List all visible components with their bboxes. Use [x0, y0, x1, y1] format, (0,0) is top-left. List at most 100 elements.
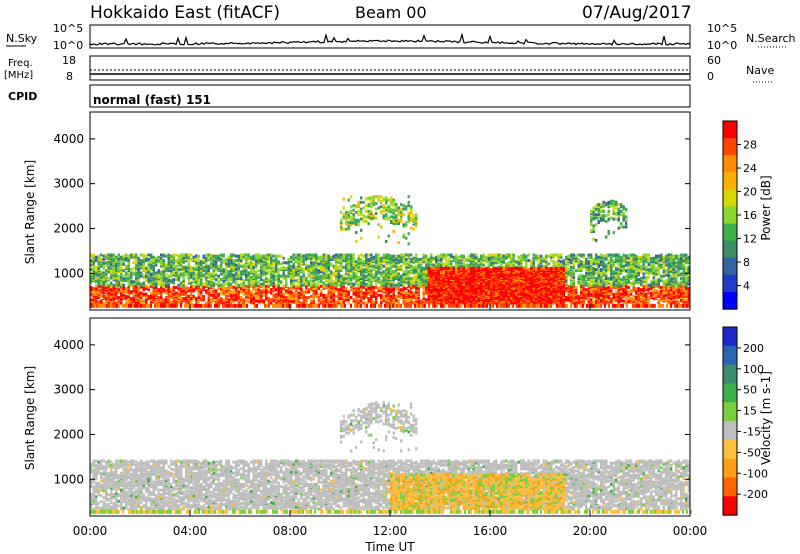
heatmap-cell	[465, 263, 468, 267]
heatmap-cell	[312, 261, 315, 265]
heatmap-cell	[245, 288, 248, 292]
heatmap-cell	[295, 289, 298, 293]
heatmap-cell	[190, 281, 193, 285]
heatmap-cell	[215, 298, 218, 302]
heatmap-cell	[192, 288, 195, 292]
heatmap-cell	[142, 273, 145, 277]
heatmap-cell	[540, 254, 543, 258]
heatmap-cell	[150, 296, 153, 299]
heatmap-cell	[302, 257, 305, 261]
heatmap-cell	[620, 299, 623, 303]
heatmap-cell	[372, 268, 375, 271]
heatmap-cell	[122, 277, 125, 280]
heatmap-cell	[595, 301, 598, 305]
heatmap-cell	[235, 268, 238, 271]
heatmap-cell	[182, 253, 185, 257]
heatmap-cell	[352, 282, 355, 286]
heatmap-cell	[595, 287, 598, 291]
heatmap-cell	[332, 285, 335, 289]
heatmap-cell	[132, 289, 135, 293]
heatmap-cell	[160, 296, 163, 299]
heatmap-cell	[202, 298, 205, 302]
heatmap-cell	[257, 292, 260, 296]
heatmap-cell	[382, 289, 385, 293]
heatmap-cell	[547, 262, 550, 266]
heatmap-cell	[332, 297, 335, 301]
heatmap-cell	[335, 272, 338, 276]
heatmap-cell	[262, 287, 265, 291]
heatmap-cell	[337, 269, 340, 273]
heatmap-cell	[580, 284, 583, 288]
heatmap-cell	[102, 254, 105, 258]
heatmap-cell	[222, 291, 225, 295]
heatmap-cell	[370, 278, 373, 282]
heatmap-cell	[247, 288, 250, 292]
heatmap-cell	[285, 289, 288, 293]
heatmap-cell	[507, 261, 510, 265]
heatmap-cell	[197, 270, 200, 274]
heatmap-cell	[332, 254, 335, 258]
heatmap-cell	[182, 273, 185, 277]
heatmap-cell	[167, 268, 170, 271]
heatmap-cell	[660, 293, 663, 297]
heatmap-cell	[142, 259, 145, 263]
heatmap-cell	[247, 253, 250, 257]
heatmap-cell	[215, 263, 218, 267]
heatmap-cell	[347, 292, 350, 296]
heatmap-cell	[177, 254, 180, 258]
heatmap-cell	[262, 289, 265, 293]
heatmap-cell	[170, 279, 173, 283]
heatmap-cell	[227, 298, 230, 302]
heatmap-cell	[307, 288, 310, 292]
heatmap-cell	[307, 290, 310, 294]
heatmap-cell	[367, 289, 370, 293]
cpid-text: normal (fast) 151	[93, 93, 211, 107]
heatmap-cell	[415, 299, 418, 303]
heatmap-cell	[622, 291, 625, 295]
heatmap-cell	[205, 265, 208, 269]
heatmap-cell	[682, 298, 685, 302]
heatmap-cell	[102, 288, 105, 292]
heatmap-cell	[305, 300, 308, 304]
heatmap-cell	[282, 261, 285, 265]
heatmap-cell	[165, 283, 168, 287]
heatmap-cell	[280, 274, 283, 278]
heatmap-cell	[642, 289, 645, 293]
heatmap-cell	[225, 262, 228, 266]
heatmap-cell	[380, 265, 383, 269]
heatmap-cell	[117, 257, 120, 261]
heatmap-cell	[132, 271, 135, 275]
heatmap-cell	[340, 274, 343, 278]
heatmap-cell	[137, 281, 140, 285]
nsky-tick-bottom: 10^0	[53, 39, 83, 52]
heatmap-cell	[267, 290, 270, 294]
heatmap-cell	[307, 264, 310, 268]
heatmap-cell	[225, 269, 228, 273]
heatmap-cell	[100, 299, 103, 303]
heatmap-cell	[660, 297, 663, 301]
heatmap-cell	[435, 255, 438, 259]
heatmap-cell	[312, 299, 315, 303]
heatmap-cell	[232, 291, 235, 295]
heatmap-cell	[297, 291, 300, 295]
heatmap-cell	[250, 284, 253, 288]
heatmap-cell	[227, 255, 230, 259]
heatmap-cell	[297, 298, 300, 302]
heatmap-cell	[347, 298, 350, 302]
heatmap-cell	[135, 271, 138, 275]
heatmap-cell	[450, 253, 453, 257]
heatmap-cell	[640, 293, 643, 297]
heatmap-cell	[310, 294, 313, 298]
heatmap-cell	[162, 259, 165, 263]
heatmap-cell	[257, 299, 260, 303]
heatmap-cell	[317, 269, 320, 273]
heatmap-cell	[90, 272, 93, 276]
heatmap-cell	[172, 278, 175, 282]
heatmap-cell	[217, 269, 220, 273]
heatmap-cell	[267, 262, 270, 266]
heatmap-cell	[220, 297, 223, 301]
heatmap-cell	[157, 296, 160, 299]
heatmap-cell	[100, 284, 103, 288]
heatmap-cell	[295, 253, 298, 257]
heatmap-cell	[105, 297, 108, 301]
